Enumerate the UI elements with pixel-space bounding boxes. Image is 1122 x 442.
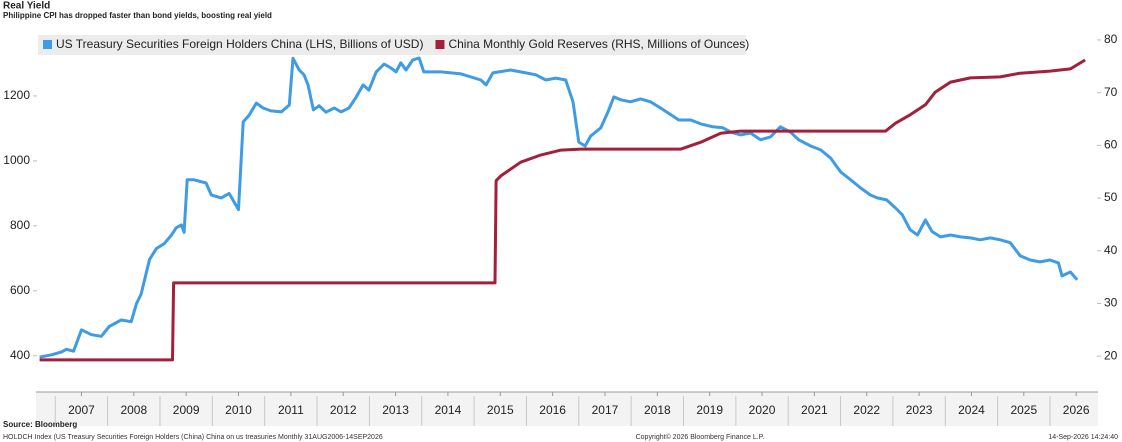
x-tick-label: 2024 [958,403,985,417]
legend-swatch [43,40,52,49]
x-axis-band [36,392,1098,426]
source: Source: Bloomberg [3,420,77,429]
footer-center: Copyright© 2026 Bloomberg Finance L.P. [636,433,765,441]
y-tick-label: 800 [10,218,30,232]
chart-subtitle: Philippine CPI has dropped faster than b… [3,11,272,20]
chart-title: Real Yield [3,1,50,12]
x-tick-label: 2011 [278,403,304,417]
series-line [39,58,1086,362]
y2-tick-label: 30 [1104,296,1118,310]
x-tick-label: 2014 [435,403,462,417]
y-tick-label: 400 [10,348,30,362]
x-tick-label: 2008 [120,403,147,417]
x-tick-label: 2023 [906,403,933,417]
x-tick-label: 2010 [225,403,252,417]
y2-tick-label: 60 [1104,138,1118,152]
legend: US Treasury Securities Foreign Holders C… [38,35,749,55]
y2-tick-label: 20 [1104,348,1118,362]
x-tick-label: 2025 [1010,403,1037,417]
x-tick-label: 2015 [487,403,514,417]
x-tick-label: 2016 [539,403,566,417]
legend-box [38,35,746,55]
series-line [39,56,1079,359]
x-tick-label: 2009 [173,403,200,417]
x-tick-label: 2020 [749,403,776,417]
x-tick-label: 2013 [382,403,409,417]
legend-swatch [435,40,445,49]
x-tick-label: 2026 [1063,403,1090,417]
y2-tick-label: 70 [1104,85,1118,99]
y-tick-label: 600 [10,283,30,297]
x-tick-label: 2012 [330,403,357,417]
footer-right: 14-Sep-2026 14:24:40 [1048,434,1118,441]
x-tick-label: 2019 [696,403,723,417]
footer-left: HOLDCH Index (US Treasury Securities For… [3,434,383,441]
y2-tick-label: 50 [1104,190,1118,204]
y-tick-label: 1000 [3,153,30,167]
x-tick-label: 2018 [644,403,671,417]
x-tick-label: 2017 [592,403,619,417]
x-tick-label: 2022 [853,403,880,417]
legend-label: China Monthly Gold Reserves (RHS, Millio… [448,37,749,51]
x-tick-label: 2021 [801,403,828,417]
y-tick-label: 1200 [3,88,30,102]
legend-label: US Treasury Securities Foreign Holders C… [56,37,423,51]
plot-area: 400 600 800 1000 1200 20 30 40 50 60 70 80 2007 2008 2… [3,32,1118,426]
y2-tick-label: 80 [1104,32,1118,46]
y2-tick-label: 40 [1104,243,1118,257]
x-tick-label: 2007 [68,403,95,417]
